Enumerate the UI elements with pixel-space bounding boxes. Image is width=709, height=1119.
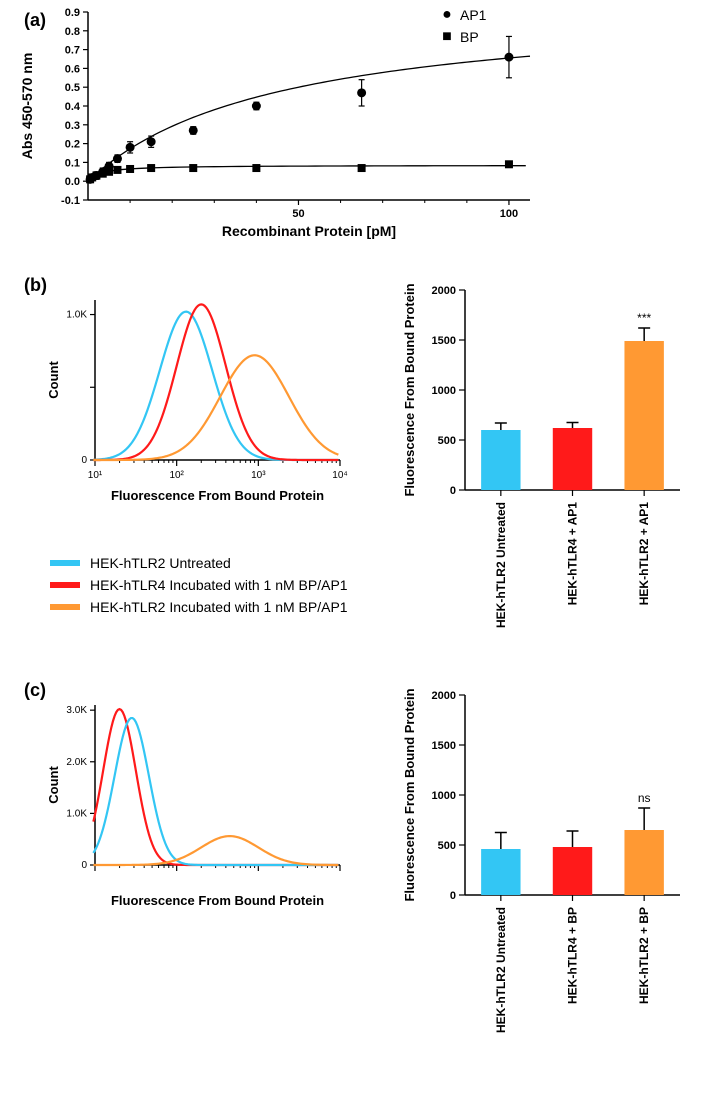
svg-text:Recombinant Protein [pM]: Recombinant Protein [pM]	[222, 223, 396, 239]
svg-text:1.0K: 1.0K	[66, 808, 87, 819]
svg-text:0.0: 0.0	[65, 176, 80, 188]
svg-text:3.0K: 3.0K	[66, 705, 87, 716]
svg-text:10⁴: 10⁴	[332, 470, 347, 481]
svg-text:HEK-hTLR2 Untreated: HEK-hTLR2 Untreated	[494, 502, 508, 628]
svg-text:1500: 1500	[432, 335, 456, 347]
svg-text:0.7: 0.7	[65, 45, 80, 57]
panel-a-legend: ●AP1 ■BP	[440, 6, 486, 50]
panel-b-bars: 0 500 1000 1500 2000 HEK-hTLR2 Untreated HEK-h…	[390, 280, 700, 670]
svg-text:0.4: 0.4	[65, 101, 81, 113]
svg-text:0.8: 0.8	[65, 26, 80, 38]
svg-text:0.6: 0.6	[65, 63, 80, 75]
svg-text:1.0K: 1.0K	[66, 310, 87, 321]
svg-text:HEK-hTLR4 + BP: HEK-hTLR4 + BP	[566, 907, 580, 1004]
svg-text:Fluorescence From Bound Protei: Fluorescence From Bound Protein	[111, 488, 324, 503]
legend-tlr4: HEK-hTLR4 Incubated with 1 nM BP/AP1	[90, 577, 348, 593]
svg-text:0.9: 0.9	[65, 7, 80, 19]
svg-text:Count: Count	[46, 361, 61, 399]
svg-text:2000: 2000	[432, 285, 456, 297]
panel-c-bars: 0 500 1000 1500 2000 HEK-hTLR2 Untreated HEK-h…	[390, 685, 700, 1075]
svg-text:Count: Count	[46, 766, 61, 804]
shared-legend: HEK-hTLR2 Untreated HEK-hTLR4 Incubated …	[50, 555, 348, 621]
svg-text:Fluorescence From Bound Protei: Fluorescence From Bound Protein	[402, 283, 417, 496]
svg-text:0.2: 0.2	[65, 139, 80, 151]
svg-text:1500: 1500	[432, 740, 456, 752]
svg-text:500: 500	[438, 435, 456, 447]
svg-text:50: 50	[292, 208, 304, 220]
svg-text:0.5: 0.5	[65, 82, 80, 94]
svg-text:500: 500	[438, 840, 456, 852]
svg-text:1000: 1000	[432, 790, 456, 802]
svg-text:***: ***	[637, 311, 651, 325]
svg-text:0: 0	[81, 455, 87, 466]
svg-text:1000: 1000	[432, 385, 456, 397]
legend-untreated: HEK-hTLR2 Untreated	[90, 555, 231, 571]
svg-text:0: 0	[450, 890, 456, 902]
svg-text:0: 0	[450, 485, 456, 497]
legend-ap1: AP1	[460, 7, 486, 23]
svg-text:2000: 2000	[432, 690, 456, 702]
svg-text:0.1: 0.1	[65, 157, 80, 169]
legend-bp: BP	[460, 29, 479, 45]
figure: (a) -0.10.00.10.20.30.40.50.60.70.80.950…	[0, 0, 709, 1119]
svg-text:10³: 10³	[251, 470, 266, 481]
svg-text:0: 0	[81, 860, 87, 871]
svg-text:Abs 450-570 nm: Abs 450-570 nm	[19, 53, 35, 160]
svg-text:0.3: 0.3	[65, 120, 80, 132]
svg-text:2.0K: 2.0K	[66, 757, 87, 768]
svg-text:HEK-hTLR2 + AP1: HEK-hTLR2 + AP1	[637, 502, 651, 606]
svg-text:HEK-hTLR4 + AP1: HEK-hTLR4 + AP1	[566, 502, 580, 606]
svg-text:ns: ns	[638, 791, 651, 805]
svg-text:HEK-hTLR2 + BP: HEK-hTLR2 + BP	[637, 907, 651, 1004]
svg-text:Fluorescence From Bound Protei: Fluorescence From Bound Protein	[111, 893, 324, 908]
svg-text:10²: 10²	[169, 470, 184, 481]
legend-tlr2: HEK-hTLR2 Incubated with 1 nM BP/AP1	[90, 599, 348, 615]
svg-text:-0.1: -0.1	[61, 195, 80, 207]
panel-b-histogram: 10¹ 10² 10³ 10⁴ 0 1.0K Fluorescence From Bound…	[40, 290, 360, 520]
svg-text:HEK-hTLR2 Untreated: HEK-hTLR2 Untreated	[494, 907, 508, 1033]
svg-text:10¹: 10¹	[88, 470, 103, 481]
panel-c-histogram: 0 1.0K 2.0K 3.0K Fluorescence From Bound Pro…	[40, 695, 360, 925]
svg-text:Fluorescence From Bound Protei: Fluorescence From Bound Protein	[402, 688, 417, 901]
svg-text:100: 100	[500, 208, 518, 220]
